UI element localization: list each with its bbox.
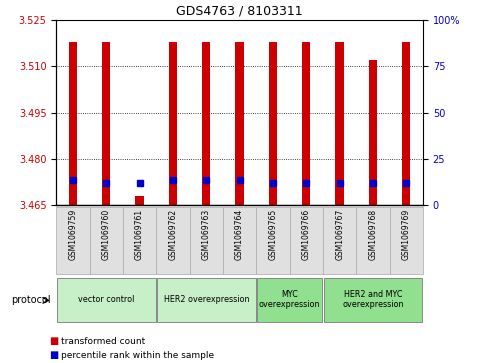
Bar: [157, 278, 255, 322]
Text: GSM1069766: GSM1069766: [301, 209, 310, 260]
Bar: [302, 41, 310, 205]
Text: GSM1069762: GSM1069762: [168, 209, 177, 260]
Bar: [256, 278, 322, 322]
Bar: [235, 41, 244, 205]
Bar: [69, 41, 77, 205]
Text: transformed count: transformed count: [61, 337, 145, 346]
Bar: [289, 207, 322, 274]
Text: HER2 and MYC
overexpression: HER2 and MYC overexpression: [342, 290, 403, 309]
Bar: [268, 41, 277, 205]
Bar: [168, 41, 177, 205]
Bar: [89, 207, 122, 274]
Bar: [322, 207, 356, 274]
Bar: [189, 207, 223, 274]
Text: GSM1069768: GSM1069768: [368, 209, 377, 260]
Text: GSM1069767: GSM1069767: [334, 209, 344, 260]
Bar: [356, 207, 389, 274]
Bar: [135, 196, 143, 205]
Bar: [223, 207, 256, 274]
Bar: [57, 278, 155, 322]
Text: GSM1069764: GSM1069764: [235, 209, 244, 260]
Text: GSM1069759: GSM1069759: [68, 209, 77, 260]
Text: ■: ■: [49, 350, 58, 360]
Text: GSM1069765: GSM1069765: [268, 209, 277, 260]
Bar: [323, 278, 422, 322]
Text: MYC
overexpression: MYC overexpression: [258, 290, 320, 309]
Bar: [202, 41, 210, 205]
Text: HER2 overexpression: HER2 overexpression: [163, 295, 248, 304]
Text: GSM1069761: GSM1069761: [135, 209, 144, 260]
Bar: [102, 41, 110, 205]
Text: protocol: protocol: [11, 295, 50, 305]
Bar: [335, 41, 343, 205]
Bar: [368, 60, 376, 205]
Bar: [56, 207, 89, 274]
Bar: [256, 207, 289, 274]
Text: ■: ■: [49, 336, 58, 346]
Text: GSM1069763: GSM1069763: [202, 209, 210, 260]
Text: percentile rank within the sample: percentile rank within the sample: [61, 351, 214, 359]
Bar: [389, 207, 422, 274]
Bar: [122, 207, 156, 274]
Bar: [156, 207, 189, 274]
Text: GSM1069760: GSM1069760: [102, 209, 110, 260]
Bar: [401, 41, 409, 205]
Text: GSM1069769: GSM1069769: [401, 209, 410, 260]
Text: vector control: vector control: [78, 295, 134, 304]
Title: GDS4763 / 8103311: GDS4763 / 8103311: [176, 4, 302, 17]
